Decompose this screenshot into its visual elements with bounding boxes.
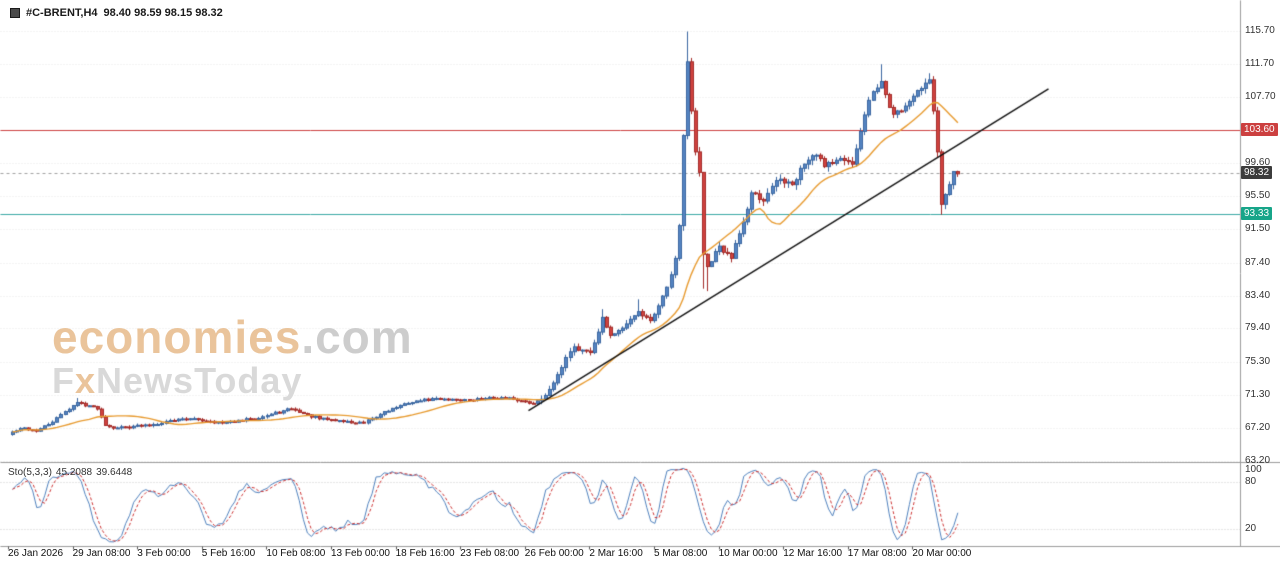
time-axis-label: 5 Feb 16:00 [201,548,256,559]
indicator-label: Sto(5,3,3) 45.2088 39.6448 [8,467,136,478]
indicator-level-label: 100 [1245,464,1262,475]
time-axis-label: 10 Mar 00:00 [718,548,778,559]
time-axis-label: 18 Feb 16:00 [395,548,455,559]
indicator-level-label: 80 [1245,475,1257,487]
price-axis-label: 75.30 [1245,355,1271,367]
watermark-line1: economies.com [52,314,413,361]
price-axis-label: 63.20 [1245,455,1271,466]
indicator-level-label: 20 [1245,523,1257,535]
price-axis-label: 87.40 [1245,256,1271,268]
watermark-brand: economies [52,311,302,363]
resistance-level-badge: 103.60 [1241,123,1278,137]
watermark: economies.com FxNewsToday [52,314,413,400]
time-axis-label: 26 Feb 00:00 [524,548,584,559]
watermark-newstoday: NewsToday [96,359,303,401]
symbol-icon [10,8,20,18]
current-price-badge: 98.32 [1241,166,1273,180]
indicator-k-value: 45.2088 [55,467,93,478]
time-axis-label: 26 Jan 2026 [8,548,64,559]
price-axis-label: 107.70 [1245,90,1276,102]
indicator-axis: 100 80 20 [1241,0,1280,567]
time-axis-label: 2 Mar 16:00 [589,548,643,559]
price-axis: 115.70 111.70 107.70 99.60 95.50 91.50 87.40 83… [1241,0,1280,546]
support-level-badge: 93.33 [1241,207,1273,221]
price-axis-label: 111.70 [1245,57,1275,69]
watermark-x: x [75,359,97,401]
time-axis-label: 13 Feb 00:00 [331,548,390,559]
time-axis-label: 17 Mar 08:00 [847,548,907,559]
time-axis: 26 Jan 2026 29 Jan 08:00 3 Feb 00:00 5 Feb … [0,548,1240,564]
time-axis-label: 3 Feb 00:00 [137,548,191,559]
watermark-brand-suffix: .com [301,311,413,363]
symbol-header: #C-BRENT,H4 98.40 98.59 98.15 98.32 [10,7,223,19]
watermark-f: F [52,359,75,401]
price-axis-label: 115.70 [1245,25,1275,36]
time-axis-label: 20 Mar 00:00 [912,548,972,559]
symbol-name: #C-BRENT,H4 [26,7,98,19]
time-axis-label: 10 Feb 08:00 [266,548,326,559]
time-axis-label: 5 Mar 08:00 [654,548,708,559]
indicator-d-value: 39.6448 [96,467,133,478]
time-axis-label: 29 Jan 08:00 [72,548,131,559]
price-axis-label: 71.30 [1245,388,1271,400]
symbol-ohlc: 98.40 98.59 98.15 98.32 [103,7,223,19]
watermark-line2: FxNewsToday [52,359,413,401]
price-axis-label: 79.40 [1245,322,1271,334]
time-axis-label: 12 Mar 16:00 [783,548,843,559]
price-axis-label: 67.20 [1245,422,1271,434]
indicator-name: Sto(5,3,3) [8,467,52,478]
price-axis-label: 99.60 [1245,156,1271,168]
price-axis-label: 91.50 [1245,223,1271,235]
price-axis-label: 83.40 [1245,289,1271,301]
price-axis-label: 95.50 [1245,190,1271,202]
time-axis-label: 23 Feb 08:00 [460,548,520,559]
